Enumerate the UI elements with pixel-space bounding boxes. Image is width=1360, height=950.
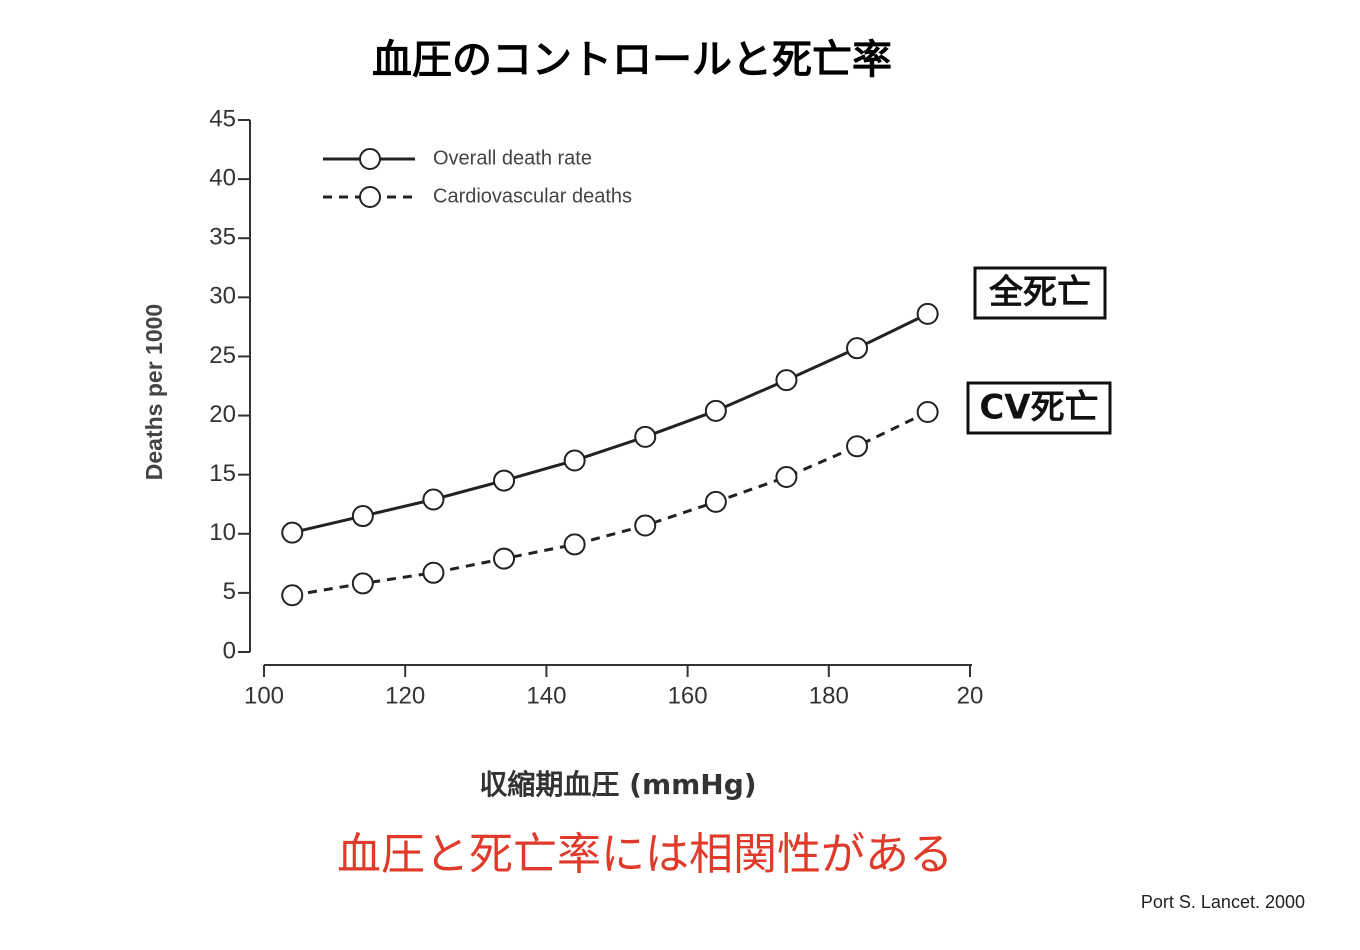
slide-title: 血圧のコントロールと死亡率 [372,37,892,83]
y-axis-label: Deaths per 1000 [141,304,167,480]
y-tick-label: 10 [209,519,236,546]
data-point [846,337,869,360]
legend-marker [359,186,381,208]
data-point [916,302,939,325]
x-tick-label: 20 [957,682,984,709]
data-point [704,490,727,513]
data-point [563,449,586,472]
x-tick-label: 160 [668,682,708,709]
data-point [493,547,516,570]
data-point [916,401,939,424]
y-tick-label: 35 [209,224,236,251]
data-point [281,521,304,544]
data-point [704,399,727,422]
data-point [422,488,445,511]
y-tick-label: 25 [209,342,236,369]
y-tick-label: 40 [209,164,236,191]
y-tick-label: 5 [223,578,236,605]
y-tick-label: 15 [209,460,236,487]
x-tick-label: 140 [526,682,566,709]
citation: Port S. Lancet. 2000 [1141,892,1305,912]
legend-label: Overall death rate [433,147,592,169]
series-line [291,312,929,535]
data-point [775,369,798,392]
data-point [634,514,657,537]
annotation-box [973,266,1107,320]
x-tick-label: 180 [809,682,849,709]
legend-label: Cardiovascular deaths [433,185,632,207]
series-line [291,410,929,597]
data-point [422,561,445,584]
y-tick-label: 30 [209,283,236,310]
annotation: CV死亡 [979,388,1098,428]
x-tick-label: 100 [244,682,284,709]
data-point [634,425,657,448]
data-point [563,533,586,556]
annotation-box [966,381,1112,435]
legend-marker [359,148,381,170]
data-point [351,572,374,595]
y-tick-label: 45 [209,105,236,132]
data-point [351,505,374,528]
data-point [846,435,869,458]
y-tick-label: 0 [223,637,236,664]
conclusion: 血圧と死亡率には相関性がある [337,829,953,880]
x-axis-label: 収縮期血圧 (mmHg) [479,768,756,801]
data-point [775,466,798,489]
y-tick-label: 20 [209,401,236,428]
data-point [281,584,304,607]
x-tick-label: 120 [385,682,425,709]
annotation: 全死亡 [988,273,1091,313]
data-point [493,469,516,492]
